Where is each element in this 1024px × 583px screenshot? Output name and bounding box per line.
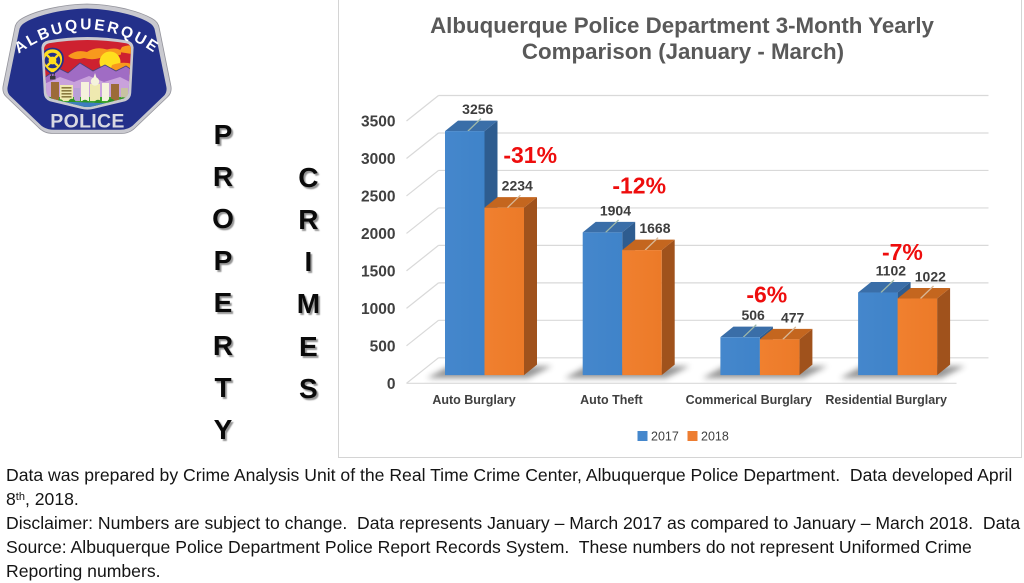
svg-text:-31%: -31% <box>503 142 557 168</box>
svg-text:477: 477 <box>781 309 805 325</box>
svg-text:2000: 2000 <box>361 226 395 243</box>
svg-text:-6%: -6% <box>746 282 787 308</box>
svg-text:3500: 3500 <box>361 114 395 131</box>
svg-text:1102: 1102 <box>876 263 907 279</box>
svg-text:Auto Burglary: Auto Burglary <box>432 393 515 407</box>
svg-text:-12%: -12% <box>612 172 666 198</box>
svg-text:1022: 1022 <box>915 269 946 285</box>
svg-text:2500: 2500 <box>361 188 395 205</box>
svg-text:2234: 2234 <box>502 178 533 194</box>
svg-text:506: 506 <box>741 307 765 323</box>
svg-text:1000: 1000 <box>361 301 395 318</box>
svg-text:Residential Burglary: Residential Burglary <box>825 393 947 407</box>
svg-text:Albuquerque Police Department: Albuquerque Police Department 3-Month Ye… <box>430 13 934 38</box>
svg-text:1500: 1500 <box>361 263 395 280</box>
svg-text:-7%: -7% <box>882 239 923 265</box>
svg-text:Commerical Burglary: Commerical Burglary <box>686 393 812 407</box>
svg-text:Comparison (January - March): Comparison (January - March) <box>522 39 844 64</box>
svg-text:Auto Theft: Auto Theft <box>580 393 643 407</box>
svg-text:2018: 2018 <box>701 429 729 443</box>
svg-text:0: 0 <box>387 376 396 393</box>
svg-text:1904: 1904 <box>600 202 631 218</box>
svg-text:3256: 3256 <box>462 101 493 117</box>
svg-text:POLICE: POLICE <box>50 111 124 133</box>
svg-text:500: 500 <box>370 338 396 355</box>
svg-text:1668: 1668 <box>639 220 670 236</box>
svg-text:3000: 3000 <box>361 151 395 168</box>
svg-text:2017: 2017 <box>651 429 679 443</box>
